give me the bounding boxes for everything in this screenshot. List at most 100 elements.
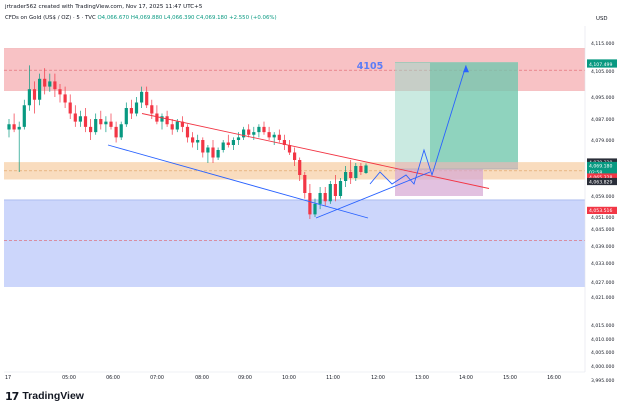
candle-body [303, 175, 307, 193]
candle-body [119, 124, 123, 138]
candle-body [293, 152, 297, 160]
candle-body [354, 166, 358, 178]
currency-label[interactable]: USD [596, 16, 608, 22]
blue-ascending-trendline [315, 171, 431, 219]
candle-body [272, 134, 276, 138]
price-tick-label: 4,015.000 [591, 323, 614, 329]
symbol-name[interactable]: CFDs on Gold (US$ / OZ) · 5 · TVC [5, 15, 96, 21]
price-tick-label: 4,051.000 [591, 215, 614, 221]
candle-body [145, 91, 149, 106]
price-tick-label: 4,027.000 [591, 280, 614, 286]
price-axis-badge [587, 177, 617, 186]
candle-body [58, 89, 62, 95]
time-tick-label: 09:00 [238, 375, 252, 381]
zone-demand [4, 199, 585, 287]
candle-body [328, 184, 332, 202]
time-tick-label: 17 [5, 375, 11, 381]
candle-body [114, 126, 118, 138]
candle-body [89, 126, 93, 133]
tradingview-brand[interactable]: 17 TradingView [5, 389, 84, 403]
price-axis-badge-text: 4,053.516 [589, 208, 612, 214]
candle-body [257, 126, 261, 133]
price-tick-label: 4,105.000 [591, 69, 614, 75]
candle-body [242, 129, 246, 138]
blue-descending-trendline [107, 144, 369, 219]
long-position-stop-zone [395, 169, 483, 196]
time-tick-label: 07:00 [150, 375, 164, 381]
candle-body [134, 102, 139, 114]
candle-body [27, 89, 31, 106]
candle-body [364, 165, 368, 173]
time-tick-label: 15:00 [503, 375, 517, 381]
price-axis: 4,115.000 4,105.000 4,095.000 4,087.000 4,07… [584, 26, 614, 384]
candle-body [53, 81, 57, 90]
candle-body [165, 116, 169, 125]
price-axis-badge-text: 4,063.829 [589, 179, 612, 185]
candle-body [68, 102, 72, 114]
candle-body [32, 89, 37, 100]
price-tick-label: 4,039.000 [591, 244, 614, 250]
price-axis-badge [587, 60, 617, 68]
price-axis-badge [587, 161, 617, 170]
candle-body [63, 94, 67, 103]
candle-body [277, 134, 281, 140]
candle-body [109, 121, 113, 127]
candle-body [282, 140, 286, 145]
symbol-legend: CFDs on Gold (US$ / OZ) · 5 · TVC O4,066… [5, 15, 277, 21]
candle-body [94, 119, 98, 133]
candle-body [12, 124, 16, 130]
price-axis-badge-text: 4,107.499 [589, 62, 612, 68]
time-tick-label: 05:00 [62, 375, 76, 381]
candle-body [140, 91, 144, 103]
candle-body [7, 124, 11, 130]
candle-body [226, 142, 230, 145]
candle-body [323, 193, 327, 202]
price-axis-badge [587, 173, 617, 181]
candle-body [17, 126, 21, 130]
tradingview-logo-icon: 17 [5, 389, 19, 403]
price-tick-label: 4,079.000 [591, 138, 614, 144]
price-tick-label: 4,000.000 [591, 364, 614, 370]
price-tick-label: 4,045.000 [591, 227, 614, 233]
candle-body [73, 113, 77, 122]
price-tick-label: 4,021.000 [591, 295, 614, 301]
price-axis-badge-text: 4,065.328 [589, 175, 612, 181]
candle-body [170, 124, 174, 130]
candles [7, 65, 368, 219]
candle-body [180, 121, 184, 127]
time-tick-label: 06:00 [106, 375, 120, 381]
price-tick-label: 3,995.000 [591, 378, 614, 384]
candle-body [338, 181, 343, 196]
candle-body [267, 132, 271, 138]
time-tick-label: 12:00 [371, 375, 385, 381]
price-axis-badge [587, 206, 617, 214]
candle-body [129, 108, 133, 114]
price-axis-badge [587, 168, 617, 176]
candle-body [22, 105, 26, 127]
candle-body [124, 108, 128, 125]
publish-credit: jrtrader562 created with TradingView.com… [5, 4, 203, 10]
candle-body [313, 203, 317, 215]
candle-body [231, 140, 235, 145]
candle-body [287, 145, 292, 153]
candle-body [318, 193, 322, 204]
candle-body [252, 132, 256, 135]
long-position-profit-fill [430, 62, 518, 169]
candle-body [359, 166, 363, 172]
candle-body [83, 116, 88, 127]
candle-body [211, 147, 215, 158]
candle-body [43, 78, 47, 87]
time-tick-label: 14:00 [459, 375, 473, 381]
price-tick-label: 4,010.000 [591, 337, 614, 343]
candle-body [247, 129, 251, 135]
candle-body [175, 121, 179, 130]
target-price-label: 4105 [357, 61, 383, 72]
time-tick-label: 13:00 [415, 375, 429, 381]
projection-arrowhead [463, 65, 469, 73]
time-tick-label: 08:00 [195, 375, 209, 381]
candle-body [160, 116, 164, 122]
candle-body [262, 126, 266, 133]
time-tick-label: 16:00 [547, 375, 561, 381]
candle-body [298, 160, 302, 175]
